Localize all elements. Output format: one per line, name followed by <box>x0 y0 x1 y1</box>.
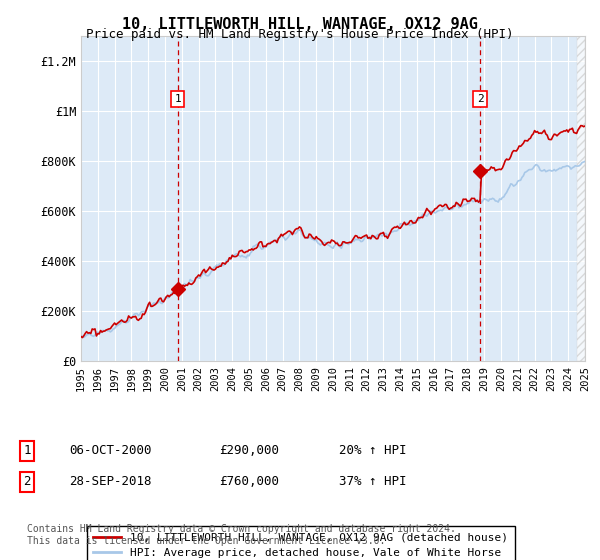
Text: 1: 1 <box>174 94 181 104</box>
Text: Contains HM Land Registry data © Crown copyright and database right 2024.
This d: Contains HM Land Registry data © Crown c… <box>27 524 456 546</box>
Text: 37% ↑ HPI: 37% ↑ HPI <box>339 475 407 488</box>
Text: 1: 1 <box>23 444 31 458</box>
Text: 28-SEP-2018: 28-SEP-2018 <box>69 475 151 488</box>
Legend: 10, LITTLEWORTH HILL, WANTAGE, OX12 9AG (detached house), HPI: Average price, de: 10, LITTLEWORTH HILL, WANTAGE, OX12 9AG … <box>86 526 515 560</box>
Text: Price paid vs. HM Land Registry's House Price Index (HPI): Price paid vs. HM Land Registry's House … <box>86 28 514 41</box>
Text: 2: 2 <box>476 94 484 104</box>
Text: 10, LITTLEWORTH HILL, WANTAGE, OX12 9AG: 10, LITTLEWORTH HILL, WANTAGE, OX12 9AG <box>122 17 478 32</box>
Text: £290,000: £290,000 <box>219 444 279 458</box>
Text: 06-OCT-2000: 06-OCT-2000 <box>69 444 151 458</box>
Text: 20% ↑ HPI: 20% ↑ HPI <box>339 444 407 458</box>
Text: £760,000: £760,000 <box>219 475 279 488</box>
Text: 2: 2 <box>23 475 31 488</box>
